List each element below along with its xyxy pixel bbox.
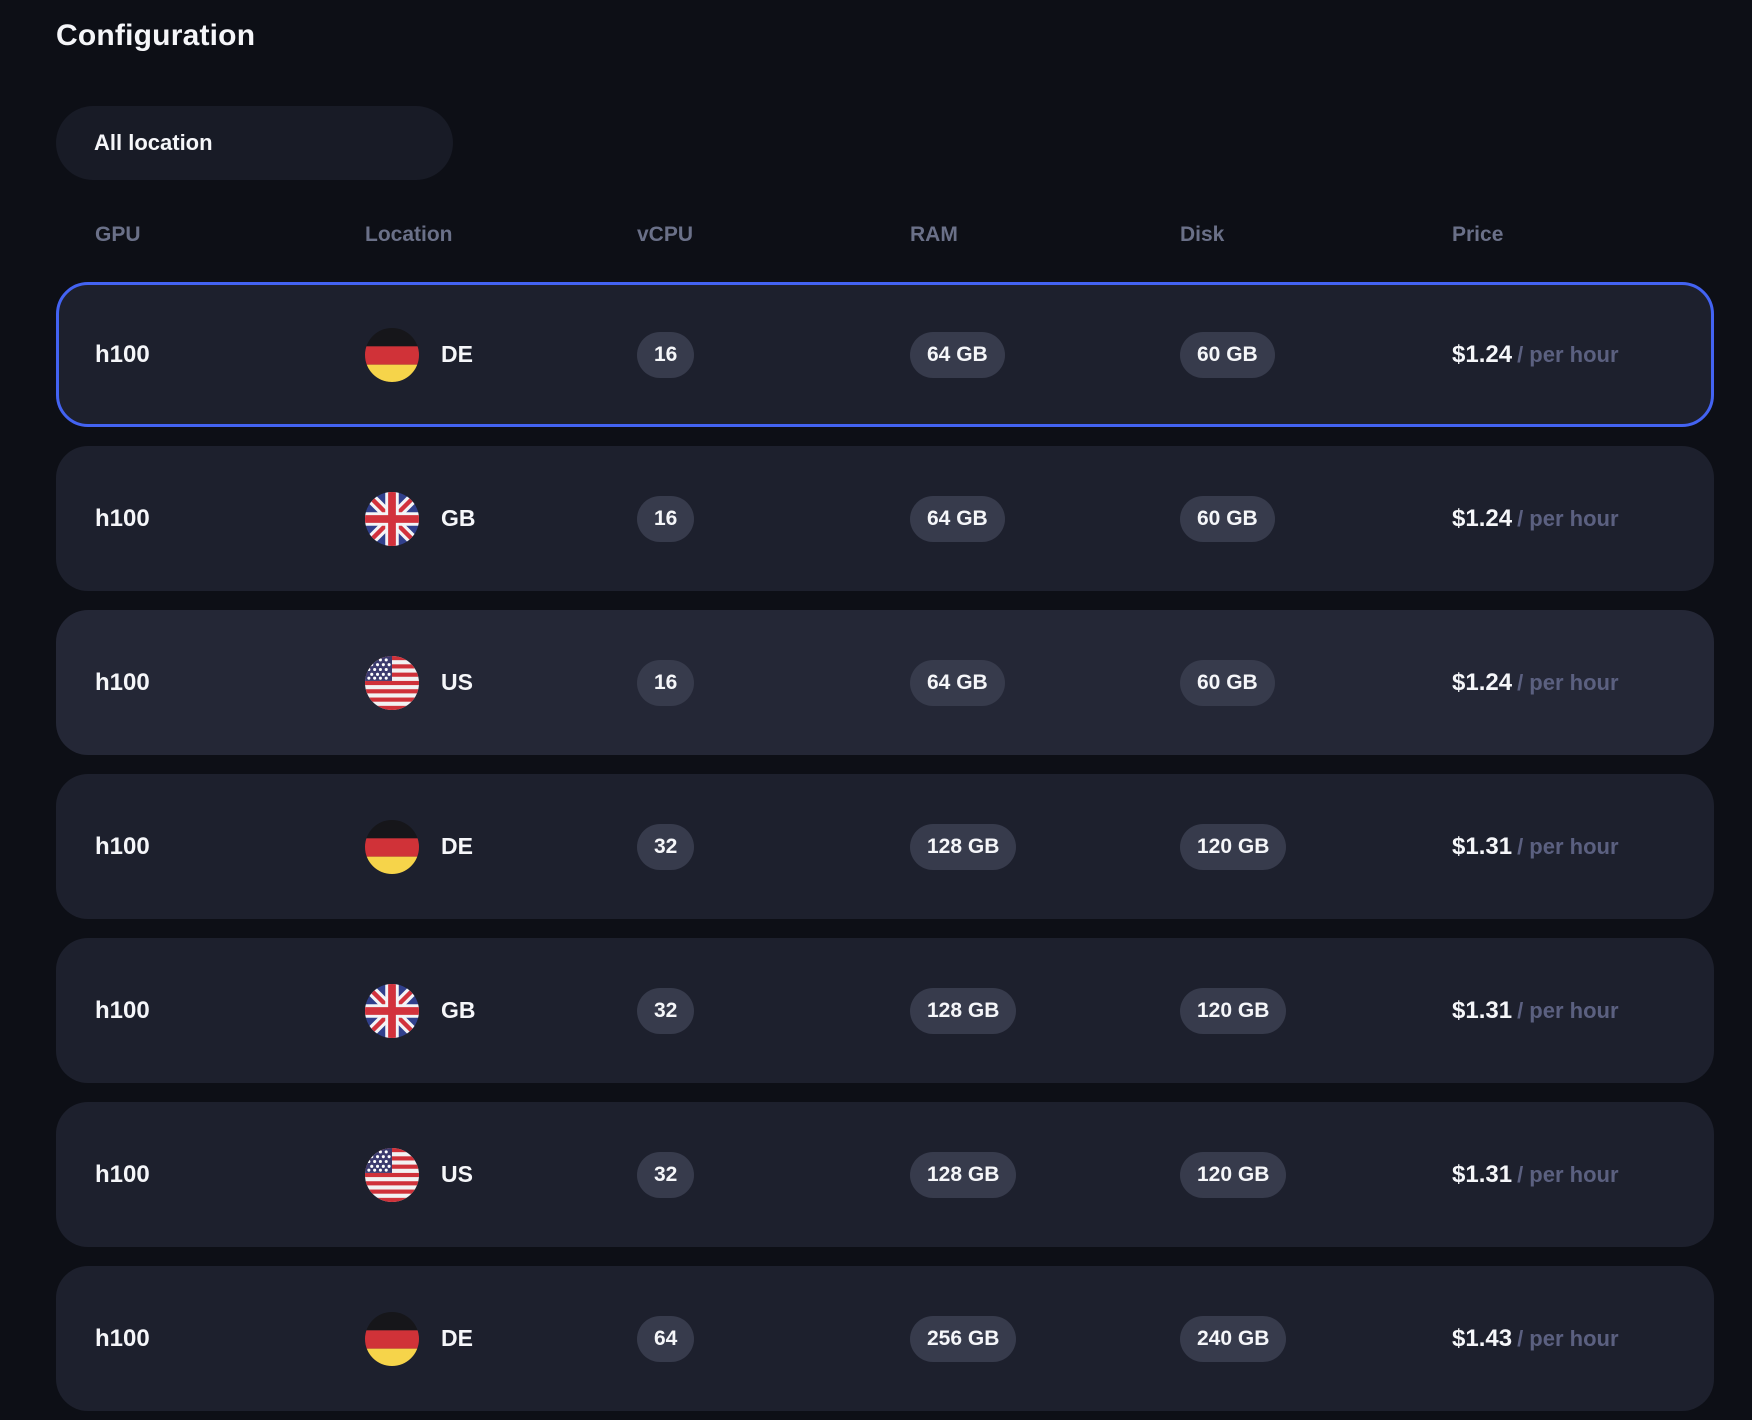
country-code: US	[441, 669, 473, 695]
gb-flag-icon	[365, 491, 419, 546]
price-amount: $1.24	[1452, 504, 1513, 532]
column-header-gpu: GPU	[95, 223, 141, 246]
gpu-name: h100	[95, 1160, 150, 1188]
vcpu-badge: 16	[637, 659, 695, 706]
disk-badge: 120 GB	[1180, 823, 1287, 870]
disk-badge: 240 GB	[1180, 1315, 1287, 1362]
column-header-vcpu: vCPU	[637, 223, 694, 246]
price-per-hour-label: / per hour	[1517, 669, 1619, 695]
country-code: GB	[441, 997, 476, 1023]
gpu-name: h100	[95, 668, 150, 696]
column-header-location: Location	[365, 223, 453, 246]
country-code: DE	[441, 341, 473, 367]
price-amount: $1.43	[1452, 1324, 1513, 1352]
disk-badge: 60 GB	[1180, 495, 1275, 542]
de-flag-icon	[365, 327, 419, 382]
price-per-hour-label: / per hour	[1517, 833, 1619, 859]
ram-badge: 64 GB	[910, 331, 1005, 378]
gpu-offer-row[interactable]: h100 DE 32 128 GB 120 GB $1.31 / per hou…	[56, 774, 1714, 919]
column-header-disk: Disk	[1180, 223, 1225, 246]
ram-badge: 128 GB	[910, 987, 1017, 1034]
price-amount: $1.31	[1452, 996, 1513, 1024]
vcpu-badge: 32	[637, 987, 695, 1034]
vcpu-badge: 32	[637, 1151, 695, 1198]
price-amount: $1.24	[1452, 340, 1513, 368]
gpu-name: h100	[95, 340, 150, 368]
gpu-offer-row[interactable]: h100 GB 32 128 GB 120 GB $1.31 / per hou…	[56, 938, 1714, 1083]
ram-badge: 64 GB	[910, 659, 1005, 706]
location-filter-button[interactable]: All location	[56, 106, 453, 180]
vcpu-badge: 64	[637, 1315, 695, 1362]
price-amount: $1.31	[1452, 1160, 1513, 1188]
country-code: US	[441, 1161, 473, 1187]
gpu-offer-row[interactable]: h100 US	[56, 1102, 1714, 1247]
disk-badge: 120 GB	[1180, 1151, 1287, 1198]
ram-badge: 256 GB	[910, 1315, 1017, 1362]
ram-badge: 64 GB	[910, 495, 1005, 542]
price-amount: $1.31	[1452, 832, 1513, 860]
country-code: DE	[441, 833, 473, 859]
gb-flag-icon	[365, 983, 419, 1038]
price-per-hour-label: / per hour	[1517, 997, 1619, 1023]
de-flag-icon	[365, 819, 419, 874]
country-code: DE	[441, 1325, 473, 1351]
price-per-hour-label: / per hour	[1517, 1161, 1619, 1187]
gpu-name: h100	[95, 996, 150, 1024]
price-amount: $1.24	[1452, 668, 1513, 696]
price-per-hour-label: / per hour	[1517, 1325, 1619, 1351]
gpu-name: h100	[95, 1324, 150, 1352]
us-flag-icon	[365, 1147, 419, 1202]
ram-badge: 128 GB	[910, 1151, 1017, 1198]
gpu-name: h100	[95, 504, 150, 532]
gpu-offer-row[interactable]: h100 US	[56, 610, 1714, 755]
column-header-ram: RAM	[910, 223, 958, 246]
vcpu-badge: 16	[637, 331, 695, 378]
gpu-name: h100	[95, 832, 150, 860]
price-per-hour-label: / per hour	[1517, 505, 1619, 531]
price-per-hour-label: / per hour	[1517, 341, 1619, 367]
ram-badge: 128 GB	[910, 823, 1017, 870]
disk-badge: 60 GB	[1180, 331, 1275, 378]
us-flag-icon	[365, 655, 419, 710]
gpu-offer-row[interactable]: h100 GB 16 64 GB 60 GB $1.24 / per hour	[56, 446, 1714, 591]
table-header: GPU Location vCPU RAM Disk Price	[56, 212, 1714, 258]
location-filter-label: All location	[94, 130, 213, 155]
country-code: GB	[441, 505, 476, 531]
vcpu-badge: 32	[637, 823, 695, 870]
de-flag-icon	[365, 1311, 419, 1366]
offers-table: h100 DE 16 64 GB 60 GB $1.24 / per hour …	[56, 282, 1714, 1411]
gpu-offer-row[interactable]: h100 DE 16 64 GB 60 GB $1.24 / per hour	[56, 282, 1714, 427]
disk-badge: 60 GB	[1180, 659, 1275, 706]
vcpu-badge: 16	[637, 495, 695, 542]
disk-badge: 120 GB	[1180, 987, 1287, 1034]
page-title: Configuration	[56, 19, 256, 52]
column-header-price: Price	[1452, 223, 1504, 246]
gpu-offer-row[interactable]: h100 DE 64 256 GB 240 GB $1.43 / per hou…	[56, 1266, 1714, 1411]
